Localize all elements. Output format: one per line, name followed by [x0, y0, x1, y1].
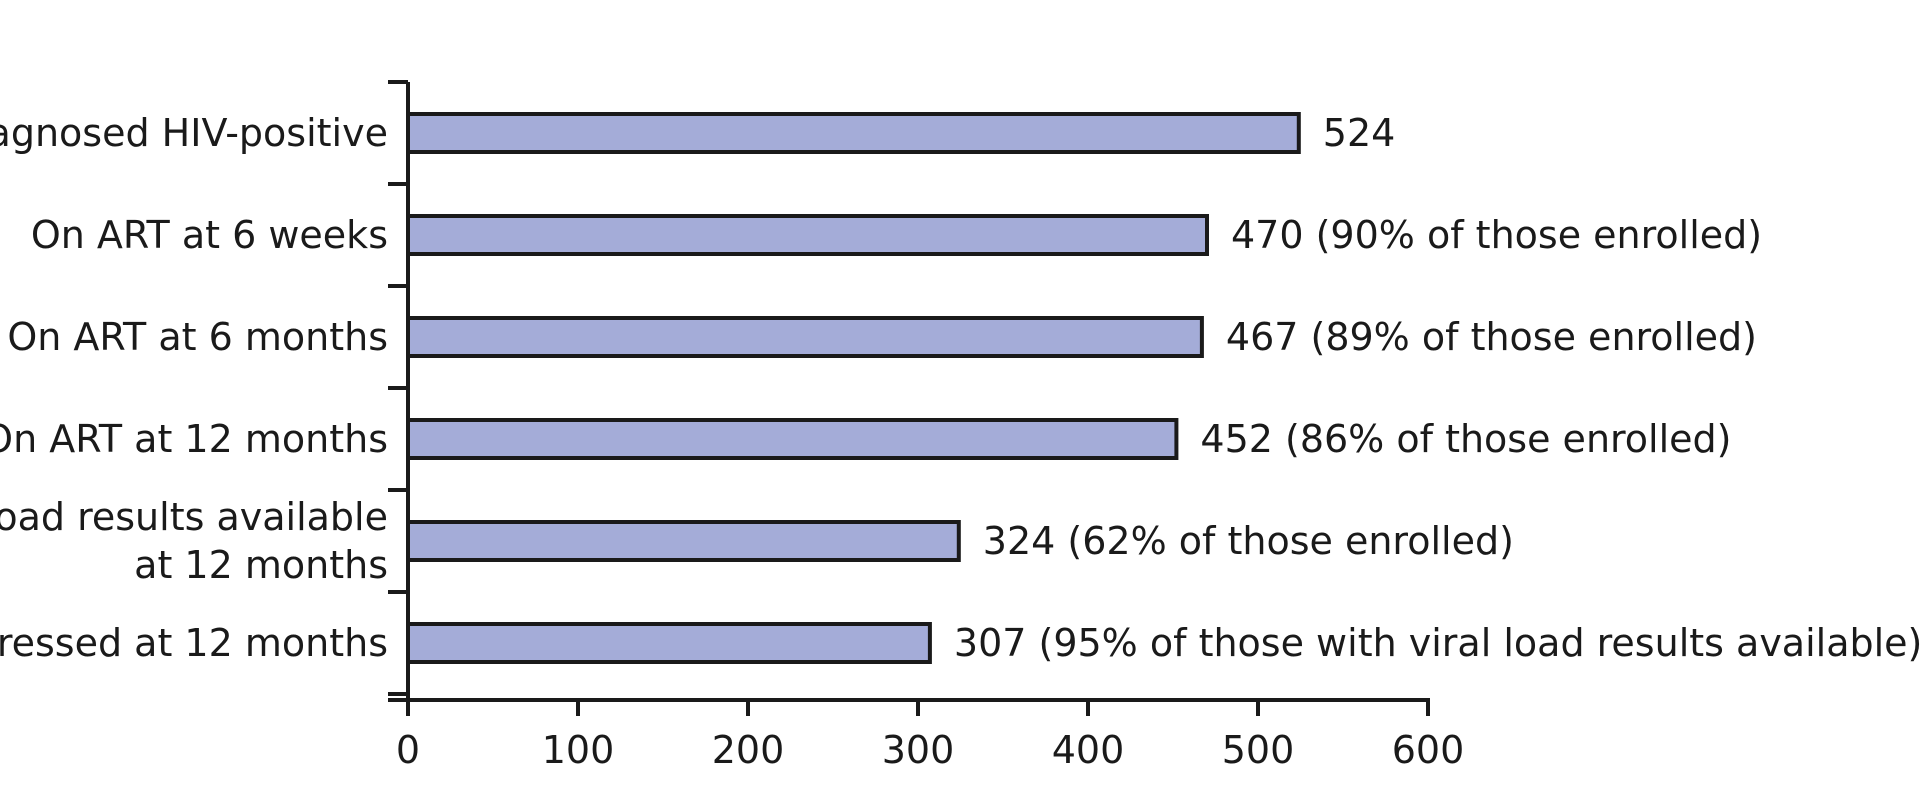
x-tick-label-6: 600	[1392, 728, 1465, 772]
x-tick-label-3: 300	[882, 728, 955, 772]
bar-0	[406, 112, 1301, 154]
bar-2	[406, 316, 1204, 358]
category-label-1-line-0: On ART at 6 weeks	[31, 213, 388, 257]
category-label-3-line-0: On ART at 12 months	[0, 417, 388, 461]
bar-5	[406, 622, 932, 664]
value-label-4: 324 (62% of those enrolled)	[983, 519, 1514, 563]
axes: 0 100 200 300 400 500 600	[388, 80, 1465, 772]
value-label-5: 307 (95% of those with viral load result…	[954, 621, 1920, 665]
value-label-2: 467 (89% of those enrolled)	[1226, 315, 1757, 359]
category-label-5-line-0: ppressed at 12 months	[0, 621, 388, 665]
category-labels: iagnosed HIV-positive On ART at 6 weeks On…	[0, 111, 388, 665]
value-labels: 524 470 (90% of those enrolled) 467 (89% o…	[954, 111, 1920, 665]
x-tick-label-2: 200	[712, 728, 785, 772]
x-tick-label-1: 100	[542, 728, 615, 772]
category-label-4-line-0: l load results available	[0, 495, 388, 539]
value-label-0: 524	[1323, 111, 1396, 155]
bar-3	[406, 418, 1179, 460]
value-label-1: 470 (90% of those enrolled)	[1231, 213, 1762, 257]
category-label-4-line-1: at 12 months	[134, 543, 388, 587]
category-label-2-line-0: On ART at 6 months	[7, 315, 388, 359]
x-tick-label-5: 500	[1222, 728, 1295, 772]
category-label-0-line-0: iagnosed HIV-positive	[0, 111, 388, 155]
x-tick-label-0: 0	[396, 728, 420, 772]
bar-1	[406, 214, 1209, 256]
bar-4	[406, 520, 961, 562]
value-label-3: 452 (86% of those enrolled)	[1200, 417, 1731, 461]
x-tick-label-4: 400	[1052, 728, 1125, 772]
bars-layer	[406, 112, 1301, 664]
